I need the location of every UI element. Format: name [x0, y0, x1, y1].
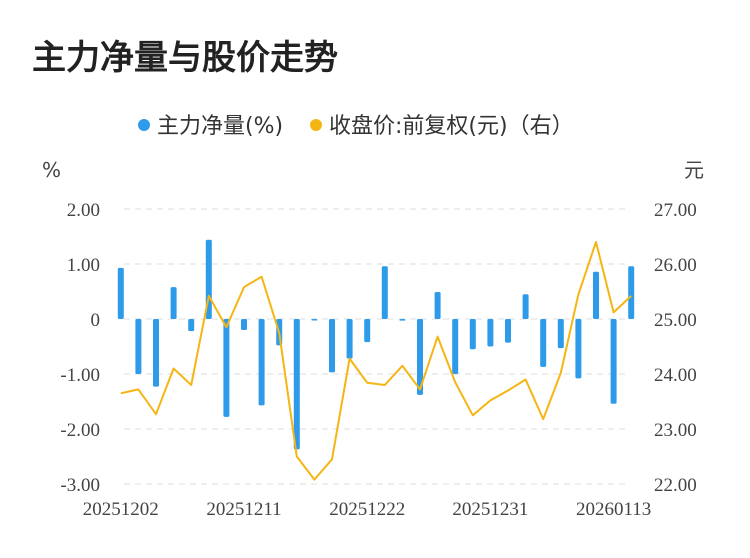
- x-tick-label: 20251211: [206, 499, 281, 520]
- bar: [593, 271, 599, 319]
- bar: [522, 294, 529, 319]
- x-tick-label: 20251231: [452, 499, 528, 520]
- bar: [135, 319, 142, 374]
- y-right-tick-label: 22.00: [654, 475, 697, 496]
- bar: [188, 319, 195, 332]
- y-right-tick-label: 25.00: [654, 310, 697, 331]
- bar: [293, 319, 300, 450]
- bar: [469, 319, 476, 350]
- y-left-tick-label: 1.00: [67, 255, 100, 276]
- y-right-tick-label: 27.00: [654, 200, 697, 221]
- bar: [223, 319, 230, 417]
- bar: [117, 267, 124, 319]
- bar-series: [117, 239, 635, 450]
- bar: [575, 319, 582, 379]
- bar: [329, 319, 335, 373]
- bar: [241, 319, 247, 330]
- bar: [434, 292, 441, 319]
- bar: [381, 266, 388, 319]
- axes: 2.00 27.00 1.00 26.00 0 25.00 -1.00 24.00 -2.00 2…: [42, 158, 704, 520]
- price-line: [120, 241, 632, 481]
- bar: [417, 319, 423, 395]
- y-left-tick-label: -3.00: [60, 475, 100, 496]
- y-right-tick-label: 26.00: [654, 255, 697, 276]
- bar: [258, 319, 265, 406]
- legend-label-net-volume: 主力净量(%): [157, 114, 283, 139]
- x-tick-label: 20251222: [329, 499, 405, 520]
- bar: [557, 319, 564, 349]
- bar: [346, 319, 353, 359]
- bar: [364, 319, 371, 343]
- y-right-tick-label: 23.00: [654, 420, 697, 441]
- x-tick-label: 20260113: [576, 499, 651, 520]
- y-left-tick-label: 2.00: [67, 200, 100, 221]
- legend-marker-close-price: [310, 119, 322, 131]
- y-left-tick-label: -2.00: [60, 420, 100, 441]
- bar: [487, 319, 494, 347]
- bar: [505, 319, 511, 343]
- y-left-unit: %: [42, 158, 61, 182]
- bar: [610, 319, 617, 404]
- chart-title: 主力净量与股价走势: [32, 38, 338, 78]
- bar: [311, 319, 318, 321]
- y-right-unit: 元: [684, 158, 704, 182]
- bar: [153, 319, 159, 387]
- bar: [399, 319, 406, 321]
- x-tick-label: 20251202: [83, 499, 159, 520]
- bar: [628, 266, 635, 319]
- legend[interactable]: 主力净量(%) 收盘价:前复权(元)（右）: [138, 114, 574, 139]
- y-left-tick-label: 0: [91, 310, 101, 331]
- bar: [170, 287, 177, 319]
- bar: [540, 319, 547, 367]
- y-left-tick-label: -1.00: [60, 365, 100, 386]
- y-right-tick-label: 24.00: [654, 365, 697, 386]
- legend-marker-net-volume: [138, 119, 150, 131]
- bar: [452, 319, 459, 374]
- legend-label-close-price: 收盘价:前复权(元)（右）: [329, 114, 574, 139]
- line-series: [120, 241, 632, 481]
